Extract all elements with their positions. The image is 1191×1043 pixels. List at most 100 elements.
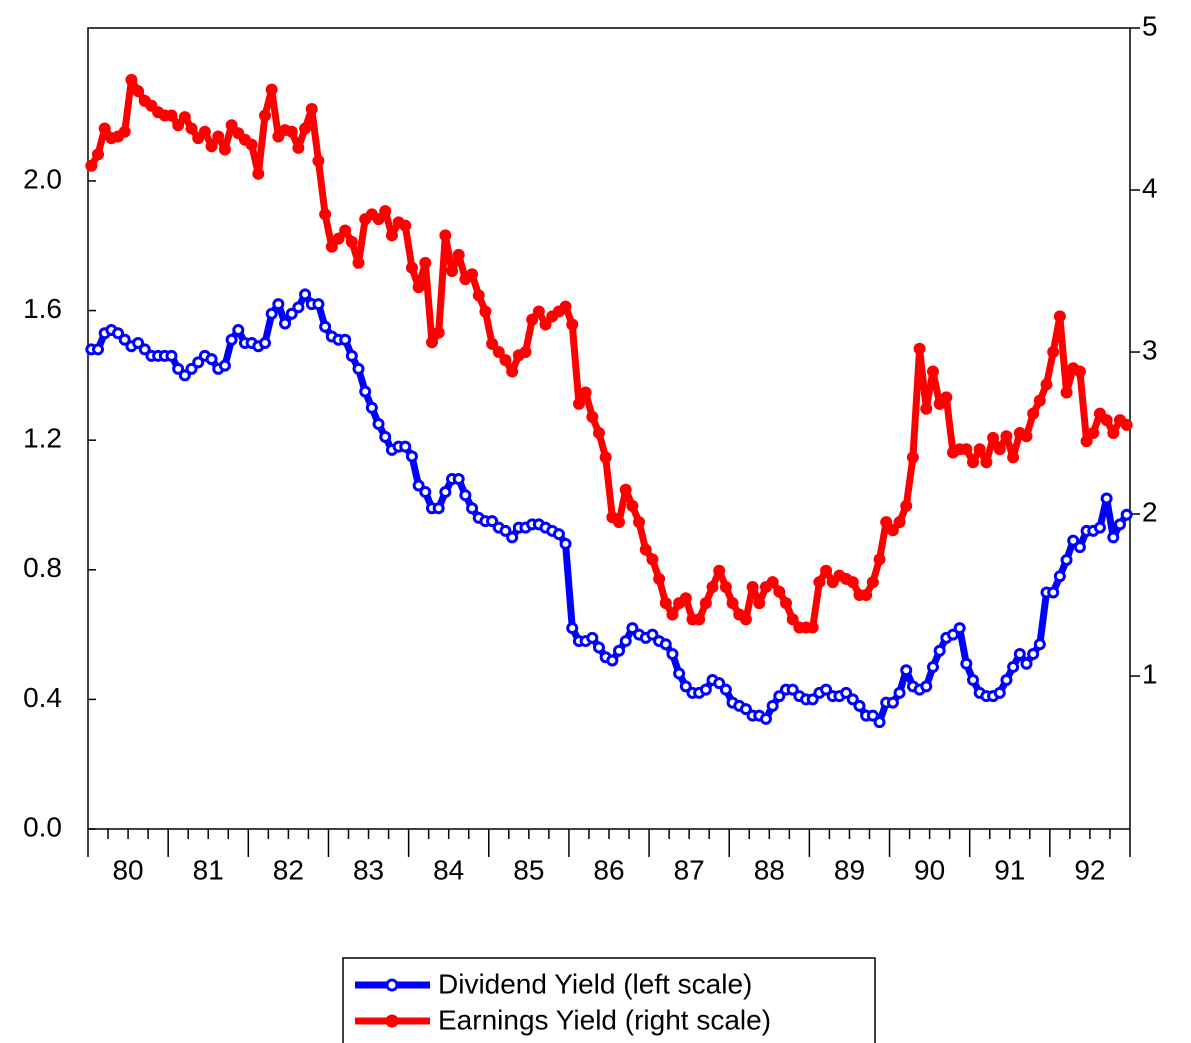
y-tick-label: 1.6	[23, 293, 62, 324]
series-marker	[613, 516, 626, 529]
legend-marker	[385, 1014, 399, 1028]
series-marker	[1087, 427, 1100, 440]
series-marker	[1033, 394, 1046, 407]
series-marker	[285, 125, 298, 138]
series-marker	[519, 346, 532, 359]
series-marker	[1113, 518, 1126, 531]
series-marker	[232, 127, 245, 140]
series-marker	[452, 473, 465, 486]
series-marker	[719, 580, 732, 593]
series-marker	[399, 219, 412, 232]
series-marker	[853, 699, 866, 712]
series-marker	[786, 683, 799, 696]
series-marker	[566, 318, 579, 331]
series-marker	[399, 440, 412, 453]
series-marker	[192, 132, 205, 145]
series-marker	[339, 333, 352, 346]
series-marker	[1120, 418, 1133, 431]
series-marker	[866, 709, 879, 722]
series-marker	[926, 660, 939, 673]
series-marker	[1067, 534, 1080, 547]
series-marker	[332, 232, 345, 245]
series-marker	[432, 502, 445, 515]
series-marker	[1007, 660, 1020, 673]
series-marker	[880, 516, 893, 529]
series-marker	[987, 431, 1000, 444]
series-marker	[339, 224, 352, 237]
series-marker	[439, 486, 452, 499]
series-marker	[739, 703, 752, 716]
series-marker	[679, 592, 692, 605]
series-marker	[1027, 648, 1040, 661]
series-marker	[98, 122, 111, 135]
series-marker	[132, 336, 145, 349]
series-marker	[653, 572, 666, 585]
series-marker	[1060, 554, 1073, 567]
series-marker	[820, 564, 833, 577]
series-marker	[1047, 586, 1060, 599]
series-marker	[212, 130, 225, 143]
series-marker	[319, 208, 332, 221]
series-marker	[886, 524, 899, 537]
series-marker	[1027, 407, 1040, 420]
series-marker	[446, 265, 459, 278]
series-marker	[633, 516, 646, 529]
series-marker	[840, 686, 853, 699]
series-marker	[559, 300, 572, 313]
series-marker	[1100, 414, 1113, 427]
series-marker	[259, 336, 272, 349]
series-marker	[379, 205, 392, 218]
series-marker	[532, 305, 545, 318]
series-marker	[933, 644, 946, 657]
series-marker	[860, 589, 873, 602]
series-marker	[225, 333, 238, 346]
series-marker	[365, 401, 378, 414]
series-marker	[826, 576, 839, 589]
series-marker	[739, 613, 752, 626]
series-marker	[312, 154, 325, 167]
series-marker	[673, 667, 686, 680]
series-marker	[873, 716, 886, 729]
series-marker	[679, 680, 692, 693]
series-marker	[1020, 430, 1033, 443]
x-tick-label: 85	[513, 854, 544, 885]
series-marker	[820, 683, 833, 696]
series-marker	[873, 553, 886, 566]
series-marker	[1107, 427, 1120, 440]
x-tick-label: 80	[112, 854, 143, 885]
y-tick-label: 0.8	[23, 552, 62, 583]
series-marker	[419, 486, 432, 499]
series-marker	[893, 516, 906, 529]
series-marker	[1060, 386, 1073, 399]
series-marker	[205, 140, 218, 153]
series-marker	[900, 499, 913, 512]
series-marker	[419, 256, 432, 269]
series-marker	[666, 608, 679, 621]
series-marker	[626, 499, 639, 512]
series-marker	[198, 125, 211, 138]
series-marker	[345, 235, 358, 248]
series-marker	[506, 531, 519, 544]
series-marker	[613, 644, 626, 657]
series-marker	[359, 385, 372, 398]
legend-label: Earnings Yield (right scale)	[438, 1004, 771, 1035]
series-marker	[566, 622, 579, 635]
series-marker	[1033, 638, 1046, 651]
series-marker	[773, 585, 786, 598]
series-marker	[452, 248, 465, 261]
series-marker	[606, 654, 619, 667]
series-marker	[713, 564, 726, 577]
series-marker	[946, 628, 959, 641]
x-tick-label: 87	[674, 854, 705, 885]
series-marker	[466, 502, 479, 515]
series-marker	[292, 141, 305, 154]
x-tick-label: 84	[433, 854, 464, 885]
series-marker	[325, 240, 338, 253]
series-marker	[92, 343, 105, 356]
series-marker	[726, 597, 739, 610]
series-marker	[1000, 673, 1013, 686]
y-tick-label: 0.0	[23, 811, 62, 842]
series-marker	[245, 138, 258, 151]
series-marker	[1093, 521, 1106, 534]
series-marker	[920, 680, 933, 693]
